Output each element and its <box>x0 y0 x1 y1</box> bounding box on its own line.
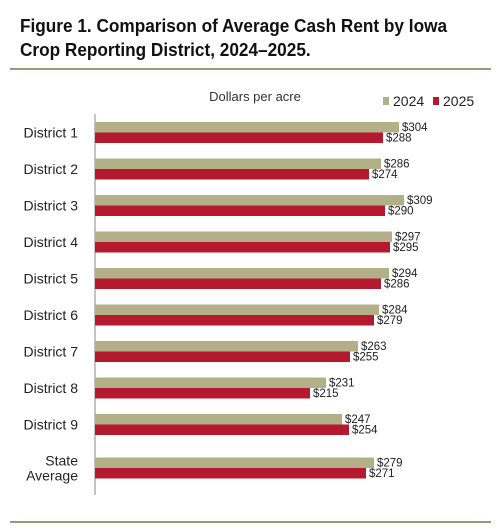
value-label-2025: $255 <box>353 352 379 364</box>
value-label-2025: $215 <box>313 388 339 400</box>
value-label-2024: $279 <box>377 458 403 470</box>
bar-2025 <box>95 205 385 216</box>
value-label-2025: $286 <box>384 279 410 291</box>
bar-2025 <box>95 169 369 180</box>
bar-2024 <box>95 268 389 279</box>
value-label-2025: $279 <box>377 315 403 327</box>
bar-2025 <box>95 468 366 479</box>
bar-2024 <box>95 158 381 169</box>
category-label: District 4 <box>24 234 79 250</box>
value-label-2024: $263 <box>361 341 387 353</box>
bar-2024 <box>95 195 404 206</box>
legend-label-2025: 2025 <box>443 93 474 109</box>
value-label-2025: $254 <box>352 425 378 437</box>
value-label-2025: $295 <box>393 242 419 254</box>
bar-2024 <box>95 341 358 352</box>
value-label-2024: $297 <box>395 232 421 244</box>
bar-2025 <box>95 351 350 362</box>
figure-title: Figure 1. Comparison of Average Cash Ren… <box>20 15 448 60</box>
value-label-2024: $304 <box>402 122 428 134</box>
category-label: District 6 <box>24 307 79 323</box>
bar-2025 <box>95 278 381 289</box>
category-label: District 8 <box>24 380 79 396</box>
category-label: District 5 <box>24 271 79 287</box>
bar-2024 <box>95 414 342 425</box>
category-label: State Average <box>26 453 78 484</box>
value-label-2025: $288 <box>386 133 412 145</box>
value-label-2024: $286 <box>384 159 410 171</box>
bar-2025 <box>95 132 383 143</box>
category-axis: District 1 District 2 District 3 District 4… <box>24 125 79 484</box>
legend-swatch-2025 <box>433 97 439 105</box>
legend-label-2024: 2024 <box>393 93 424 109</box>
bar-2024 <box>95 231 392 242</box>
value-label-2024: $284 <box>382 305 408 317</box>
value-label-2024: $231 <box>329 378 355 390</box>
category-label: District 9 <box>24 417 79 433</box>
category-label: District 1 <box>24 125 79 141</box>
bar-2024 <box>95 457 374 468</box>
value-label-2025: $271 <box>369 468 395 480</box>
category-label: District 3 <box>24 198 79 214</box>
value-label-2025: $274 <box>372 169 398 181</box>
bottom-divider <box>10 521 491 523</box>
bar-2024 <box>95 304 379 315</box>
unit-label: Dollars per acre <box>209 89 301 104</box>
bar-2025 <box>95 388 310 399</box>
value-labels: $304$288$286$274$309$290$297$295$294$286… <box>313 122 433 480</box>
value-label-2025: $290 <box>388 206 414 218</box>
bars <box>95 122 404 479</box>
bar-2024 <box>95 377 326 388</box>
value-label-2024: $309 <box>407 195 433 207</box>
category-label: District 2 <box>24 161 79 177</box>
category-label: District 7 <box>24 344 79 360</box>
legend: 2024 2025 <box>383 93 474 109</box>
bar-2025 <box>95 242 390 253</box>
legend-swatch-2024 <box>383 97 389 105</box>
value-label-2024: $247 <box>345 414 371 426</box>
bar-2024 <box>95 122 399 133</box>
value-label-2024: $294 <box>392 268 418 280</box>
bar-2025 <box>95 315 374 326</box>
title-divider <box>10 68 491 70</box>
bar-2025 <box>95 424 349 435</box>
